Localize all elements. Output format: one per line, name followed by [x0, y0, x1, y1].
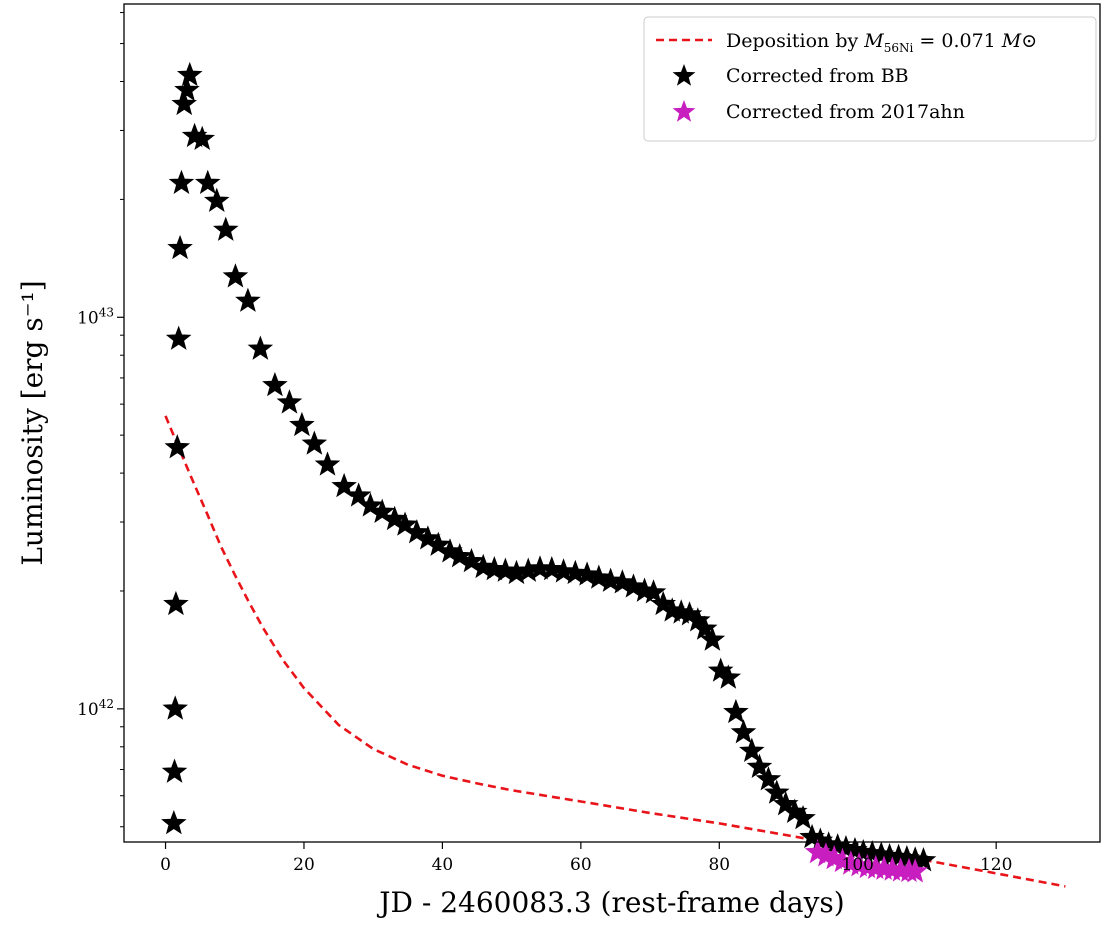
bb-star-point: [730, 719, 757, 744]
bb-star-point: [699, 626, 726, 651]
bb-star-point: [247, 335, 274, 360]
bb-star-point: [345, 482, 372, 507]
legend-m2: M: [1001, 30, 1022, 52]
bb-star-point: [165, 325, 192, 350]
bb-star-point: [574, 561, 600, 586]
bb-star-point: [276, 389, 303, 414]
x-axis-title: JD - 2460083.3 (rest-frame days): [376, 886, 844, 919]
legend-pre: Deposition by: [726, 30, 864, 52]
bb-star-point: [609, 569, 636, 594]
bb-star-point: [167, 234, 193, 260]
bb-star-point: [910, 847, 937, 872]
deposition-curve: [164, 415, 1066, 888]
bb-star-point: [404, 519, 430, 544]
bb-star-point: [446, 543, 473, 568]
legend-m: M: [863, 30, 884, 52]
legend-label-ahn: Corrected from 2017ahn: [726, 101, 965, 123]
bb-star-point: [723, 698, 749, 724]
legend-label-deposition: Deposition by M56Ni = 0.071 M⊙: [726, 30, 1037, 55]
bb-star-point: [171, 90, 197, 116]
bb-star-point: [174, 76, 200, 102]
bb-star-point: [691, 615, 718, 640]
bb-star-point: [194, 169, 221, 195]
bb-star-point: [586, 564, 612, 589]
bb-star-point: [314, 451, 341, 476]
bb-star-point: [640, 579, 667, 604]
y-tick-label: 1042: [77, 697, 114, 720]
bb-star-point: [425, 531, 452, 556]
x-tick-label: 80: [708, 855, 730, 875]
legend-star-ahn-mark: [672, 100, 696, 122]
legend-mid: = 0.071: [913, 30, 1001, 52]
x-axis-ticks: 0 20 40 60 80 100 120: [160, 842, 1012, 875]
legend: Deposition by M56Ni = 0.071 M⊙ Corrected…: [643, 16, 1097, 142]
bb-star-point: [562, 559, 589, 585]
bb-star-point: [163, 590, 189, 616]
legend-sun: ⊙: [1021, 30, 1037, 52]
x-tick-label: 40: [432, 855, 454, 875]
bb-star-point: [289, 411, 315, 437]
bb-star-point: [415, 525, 441, 550]
y-axis-ticks: 1042 1043: [77, 12, 124, 828]
bb-star-point: [222, 263, 249, 288]
bb-star-point: [597, 567, 624, 592]
legend-star-bb-mark: [672, 64, 696, 86]
bb-star-point: [235, 287, 261, 312]
bb-star-point: [763, 779, 790, 804]
bb-star-point: [392, 511, 418, 536]
x-tick-label: 100: [842, 855, 874, 875]
x-tick-label: 120: [980, 855, 1012, 875]
bb-star-point: [161, 809, 187, 835]
bb-star-point: [161, 758, 188, 783]
bb-star-point: [755, 766, 782, 791]
legend-star-ahn: [672, 100, 696, 122]
bb-star-point: [301, 430, 328, 455]
bb-star-point: [746, 753, 773, 778]
bb-star-point: [369, 498, 395, 523]
bb-star-point: [162, 695, 188, 720]
bb-star-point: [164, 434, 191, 459]
y-axis-title: Luminosity [erg s⁻¹]: [16, 280, 49, 565]
ahn-marker-layer: [804, 838, 928, 883]
deposition-curve-layer: [164, 415, 1066, 888]
bb-star-point: [790, 805, 816, 830]
y-tick-label: 1043: [77, 305, 114, 328]
bb-star-point: [458, 547, 485, 573]
bb-marker-layer: [161, 61, 937, 872]
legend-label-bb: Corrected from BB: [726, 65, 909, 87]
plot-frame: [123, 3, 1101, 843]
bb-star-point: [715, 664, 742, 689]
bb-star-point: [620, 573, 647, 598]
bb-star-point: [212, 216, 239, 241]
legend-star-bb: [672, 64, 696, 86]
x-tick-label: 20: [293, 855, 315, 875]
ahn-star-point: [902, 858, 928, 883]
bb-star-point: [176, 61, 203, 87]
legend-box: [643, 16, 1097, 142]
bb-star-point: [357, 492, 384, 517]
bb-star-point: [550, 558, 577, 583]
legend-sub: 56Ni: [884, 41, 914, 55]
bb-star-point: [381, 505, 408, 531]
bb-star-point: [189, 125, 215, 151]
x-tick-label: 0: [160, 855, 171, 875]
bb-star-point: [168, 169, 195, 195]
bb-star-point: [262, 371, 288, 397]
bb-star-point: [331, 472, 357, 498]
bb-star-point: [203, 187, 230, 212]
x-tick-label: 60: [570, 855, 592, 875]
bb-star-point: [739, 737, 765, 762]
